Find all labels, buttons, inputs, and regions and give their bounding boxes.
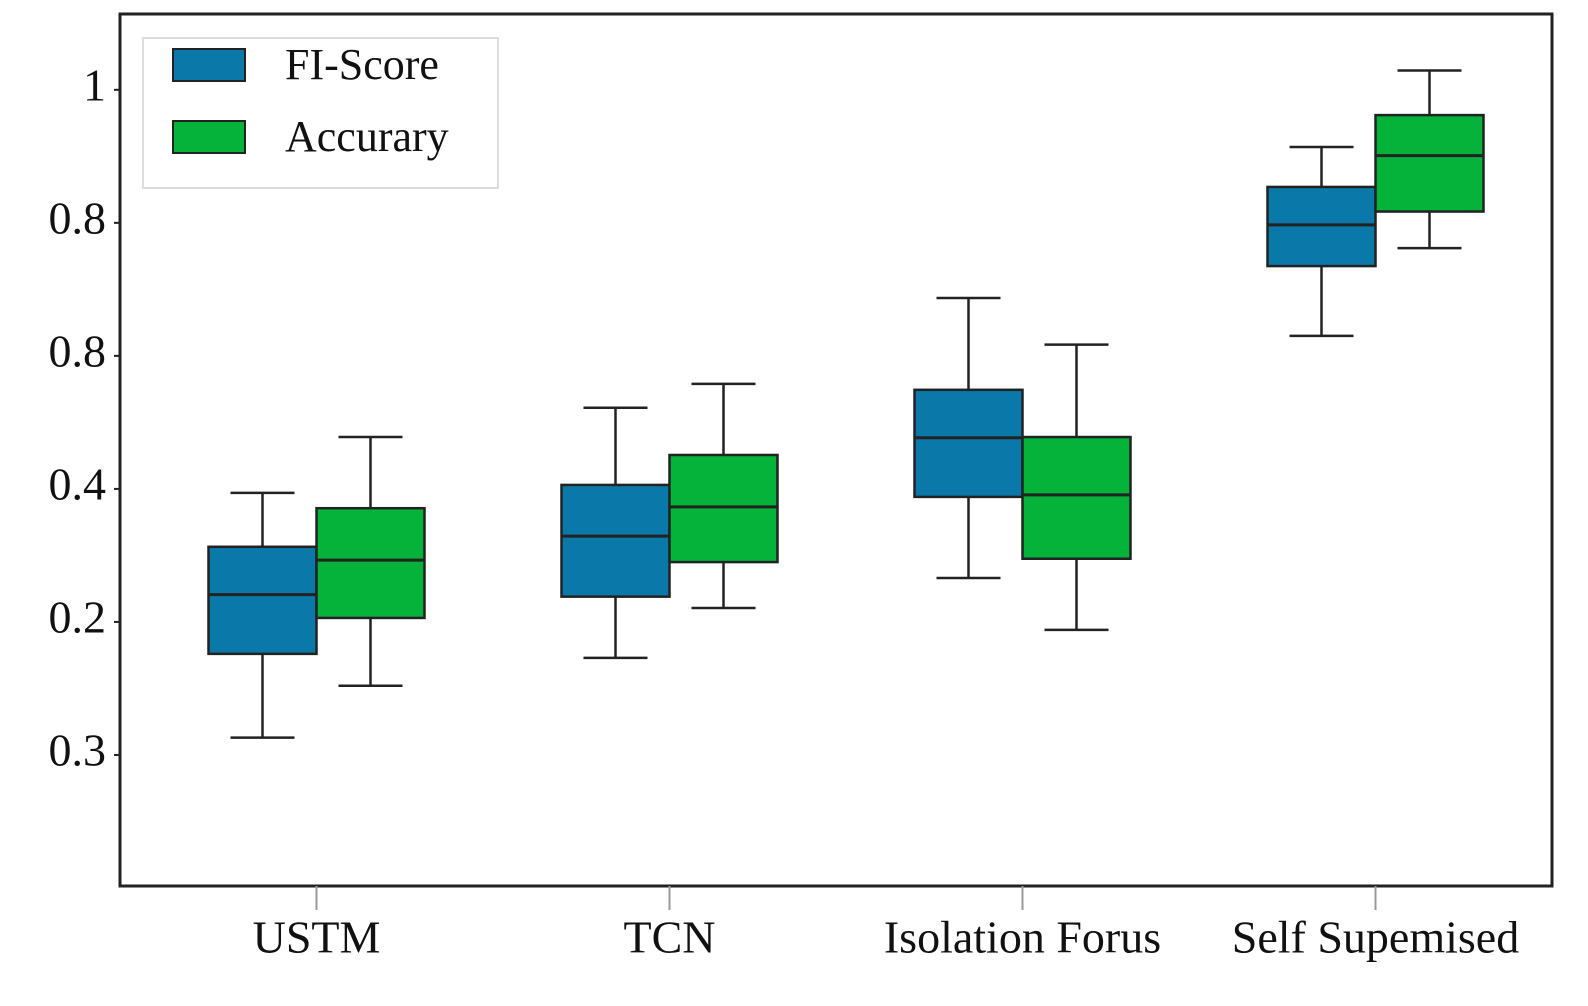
x-tick-label: Self Supemised xyxy=(1232,912,1519,963)
box xyxy=(1374,113,1485,213)
box xyxy=(913,388,1024,499)
box xyxy=(1021,435,1132,561)
box xyxy=(560,483,671,598)
x-tick-label: USTM xyxy=(253,912,381,963)
y-tick-label: 1 xyxy=(83,59,106,110)
y-tick-label: 0.2 xyxy=(49,592,107,643)
box xyxy=(668,453,779,564)
box xyxy=(315,506,426,620)
legend-label: Accurary xyxy=(285,112,449,161)
y-tick-label: 0.8 xyxy=(49,192,107,243)
y-tick-label: 0.3 xyxy=(49,725,107,776)
box xyxy=(207,545,318,656)
x-tick-label: TCN xyxy=(624,912,716,963)
y-tick-label: 0.8 xyxy=(49,325,107,376)
legend-label: FI-Score xyxy=(285,40,439,89)
legend-swatch xyxy=(172,120,246,154)
y-tick-label: 0.4 xyxy=(49,458,107,509)
x-tick-label: Isolation Forus xyxy=(884,912,1161,963)
box xyxy=(1266,185,1377,268)
legend-swatch xyxy=(172,48,246,82)
plot-frame xyxy=(118,12,1554,888)
